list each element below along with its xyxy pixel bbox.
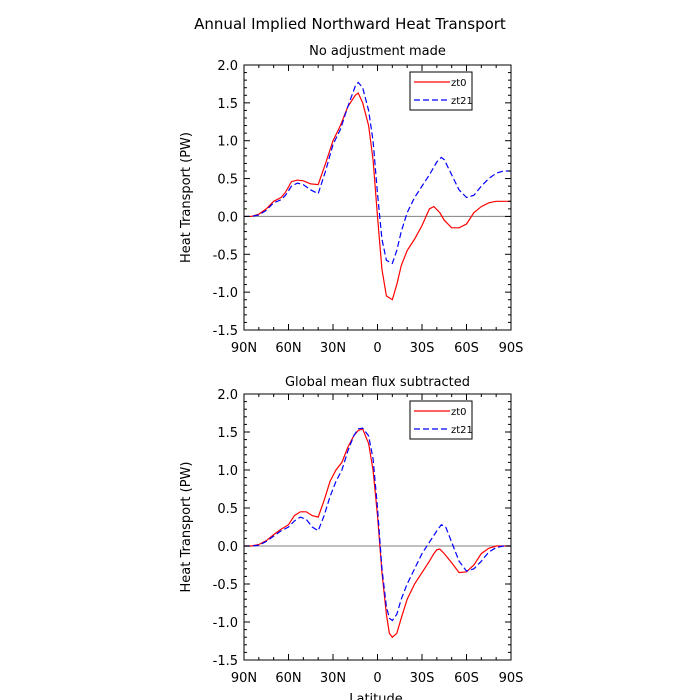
legend-box (409, 400, 473, 440)
x-tick-label: 60N (275, 671, 301, 686)
y-tick-label: 1.0 (217, 135, 238, 150)
figure-title: Annual Implied Northward Heat Transport (194, 15, 506, 33)
chart-panel-1: No adjustment made 2.0 1.5 1.0 0.5 0.0 -0.5 -1.… (179, 44, 523, 356)
x-tick-label: 30S (410, 671, 435, 686)
legend: zt0 zt21 (409, 400, 473, 440)
y-tick-label: 0.0 (217, 210, 238, 225)
series-line-zt0 (244, 92, 511, 301)
y-tick-label: 1.0 (217, 464, 238, 479)
chart-subtitle: No adjustment made (309, 44, 446, 59)
y-tick-label: -1.0 (213, 286, 238, 301)
legend-label-zt21: zt21 (451, 96, 473, 107)
y-tick-label: -1.5 (213, 654, 238, 669)
x-axis-label: Latitude (349, 692, 403, 700)
x-tick-label: 90S (499, 671, 524, 686)
y-axis-label: Heat Transport (PW) (179, 132, 194, 263)
y-tick-label: 1.5 (217, 97, 238, 112)
chart-subtitle: Global mean flux subtracted (285, 375, 470, 390)
x-tick-label: 60S (454, 671, 479, 686)
y-tick-label: 2.0 (217, 59, 238, 74)
y-tick-label: 1.5 (217, 426, 238, 441)
y-tick-label: -0.5 (213, 248, 238, 263)
chart-panel-2: Global mean flux subtracted 2.0 1.5 1.0 0.5 0… (179, 375, 523, 686)
x-tick-label: 0 (373, 671, 381, 686)
series-line-zt0 (244, 428, 511, 639)
x-tick-label: 30N (320, 341, 346, 356)
legend-label-zt0: zt0 (451, 407, 467, 418)
x-tick-label: 30N (320, 671, 346, 686)
legend-label-zt21: zt21 (451, 425, 473, 436)
y-tick-label: 2.0 (217, 388, 238, 403)
x-tick-label: 0 (373, 341, 381, 356)
y-tick-label: -1.0 (213, 616, 238, 631)
y-tick-label: 0.0 (217, 540, 238, 555)
y-tick-label: -1.5 (213, 324, 238, 339)
x-tick-label: 90S (499, 341, 524, 356)
series-line-zt21 (244, 427, 511, 622)
y-tick-label: 0.5 (217, 502, 238, 517)
y-tick-label: 0.5 (217, 173, 238, 188)
x-tick-label: 90N (231, 341, 257, 356)
x-tick-label: 60N (275, 341, 301, 356)
x-tick-label: 30S (410, 341, 435, 356)
legend-box (409, 71, 473, 111)
x-tick-label: 60S (454, 341, 479, 356)
series-line-zt21 (244, 81, 511, 265)
y-axis-label: Heat Transport (PW) (179, 462, 194, 593)
y-tick-label: -0.5 (213, 578, 238, 593)
legend: zt0 zt21 (409, 71, 473, 111)
legend-label-zt0: zt0 (451, 78, 467, 89)
x-tick-label: 90N (231, 671, 257, 686)
